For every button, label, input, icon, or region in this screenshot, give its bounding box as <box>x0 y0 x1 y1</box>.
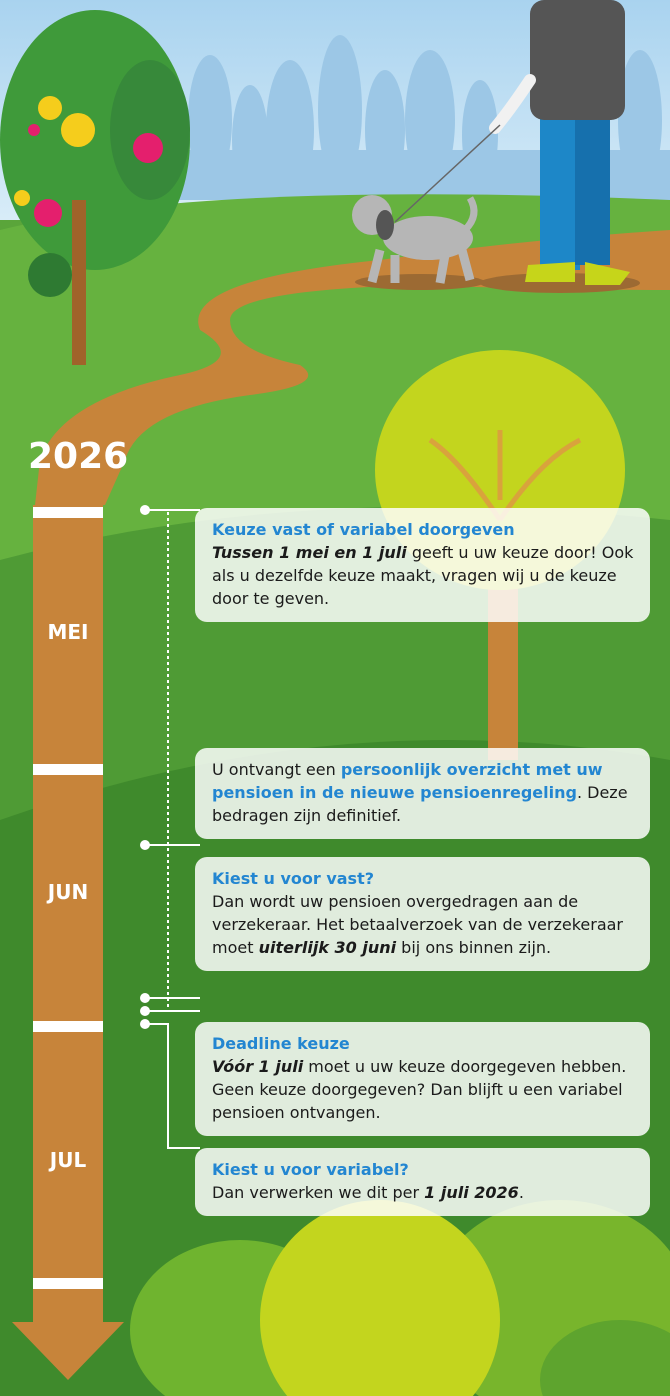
event-title: Kiest u voor vast? <box>212 867 634 890</box>
event-body: Dan wordt uw pensioen overgedragen aan d… <box>212 890 634 959</box>
event-text: bij ons binnen zijn. <box>396 938 551 957</box>
event-text: . <box>519 1183 524 1202</box>
year: 2026 <box>28 436 128 477</box>
month-label: JUL <box>33 1148 103 1172</box>
event-title: Keuze vast of variabel doorgeven <box>212 518 634 541</box>
month-label: MEI <box>33 620 103 644</box>
event-text: uiterlijk 30 juni <box>259 938 397 957</box>
event-body: Dan verwerken we dit per 1 juli 2026. <box>212 1181 634 1204</box>
month-label: JUN <box>33 880 103 904</box>
event-title: Kiest u voor variabel? <box>212 1158 634 1181</box>
event-text: U ontvangt een <box>212 760 341 779</box>
event-text: Dan verwerken we dit per <box>212 1183 424 1202</box>
event-card: Kiest u voor vast?Dan wordt uw pensioen … <box>195 857 650 971</box>
event-body: Vóór 1 juli moet u uw keuze doorgegeven … <box>212 1055 634 1124</box>
event-text: 1 juli 2026 <box>424 1183 519 1202</box>
event-card: Kiest u voor variabel?Dan verwerken we d… <box>195 1148 650 1216</box>
event-title: Deadline keuze <box>212 1032 634 1055</box>
event-text: Vóór 1 juli <box>212 1057 303 1076</box>
page: 2026 MEI JUN JUL Keuze vast of variabel do… <box>0 0 670 1396</box>
event-card: U ontvangt een persoonlijk overzicht met… <box>195 748 650 839</box>
event-body: U ontvangt een persoonlijk overzicht met… <box>212 758 634 827</box>
event-body: Tussen 1 mei en 1 juli geeft u uw keuze … <box>212 541 634 610</box>
event-text: Tussen 1 mei en 1 juli <box>212 543 407 562</box>
